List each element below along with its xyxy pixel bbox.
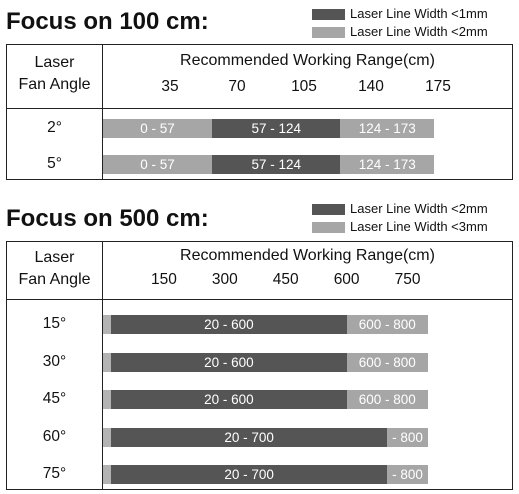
x-tick-label: 750 xyxy=(394,271,421,288)
header-divider xyxy=(7,299,512,300)
angle-header-line-1: Laser xyxy=(34,54,75,71)
x-tick-label: 35 xyxy=(161,78,179,95)
x-tick-label: 70 xyxy=(228,78,246,95)
x-tick-label: 600 xyxy=(333,271,360,288)
fan-angle-label: 2° xyxy=(47,119,62,136)
range-bar-segment: 600 - 800 xyxy=(346,315,428,334)
x-tick-label: 175 xyxy=(425,78,451,95)
range-bar-segment: 600 - 800 xyxy=(346,390,428,409)
legend-item: Laser Line Width <1mm xyxy=(312,5,488,23)
fan-angle-label: 5° xyxy=(47,155,62,172)
legend-item: Laser Line Width <2mm xyxy=(312,200,488,218)
legend-swatch-light xyxy=(312,26,345,38)
range-bar-segment xyxy=(103,390,112,409)
range-column-header: Recommended Working Range(cm) xyxy=(180,247,435,264)
range-bar-segment: 0 - 57 xyxy=(103,155,213,174)
range-bar-segment: 0 - 57 xyxy=(103,119,213,138)
chart-legend: Laser Line Width <2mm Laser Line Width <… xyxy=(312,200,488,236)
header-divider xyxy=(7,108,512,109)
x-tick-label: 150 xyxy=(150,271,177,288)
legend-swatch-light xyxy=(312,221,345,233)
range-table: Laser Fan Angle Recommended Working Rang… xyxy=(6,241,513,490)
fan-angle-label: 45° xyxy=(42,390,67,407)
range-bar-segment: 20 - 700 xyxy=(111,465,388,484)
x-tick-label: 300 xyxy=(211,271,238,288)
range-bar-segment xyxy=(103,465,112,484)
range-column-header: Recommended Working Range(cm) xyxy=(180,52,435,69)
column-divider xyxy=(102,45,103,179)
legend-swatch-dark xyxy=(312,8,345,20)
legend-label: Laser Line Width <1mm xyxy=(350,6,488,21)
chart-legend: Laser Line Width <1mm Laser Line Width <… xyxy=(312,5,488,41)
range-bar-segment: - 800 xyxy=(387,465,428,484)
angle-header-line-2: Fan Angle xyxy=(18,271,91,288)
range-bar-segment: 20 - 600 xyxy=(111,352,347,372)
chart-title: Focus on 500 cm: xyxy=(6,205,209,232)
range-bar-segment: 124 - 173 xyxy=(340,119,435,138)
legend-label: Laser Line Width <3mm xyxy=(350,219,488,234)
range-bar-segment: 20 - 700 xyxy=(111,427,388,447)
column-divider xyxy=(102,242,103,489)
range-bar-segment: 57 - 124 xyxy=(212,119,341,138)
chart-title: Focus on 100 cm: xyxy=(6,8,209,35)
range-bar-segment xyxy=(103,352,112,372)
fan-angle-label: 30° xyxy=(42,352,67,370)
fan-angle-label: 75° xyxy=(42,465,67,482)
angle-header-line-2: Fan Angle xyxy=(18,76,91,93)
range-bar-segment: 20 - 600 xyxy=(111,390,347,409)
x-tick-label: 105 xyxy=(291,78,317,95)
fan-angle-label: 15° xyxy=(42,315,67,332)
legend-label: Laser Line Width <2mm xyxy=(350,24,488,39)
legend-item: Laser Line Width <2mm xyxy=(312,23,488,41)
range-bar-segment: - 800 xyxy=(387,427,428,447)
chart-panel-1: Focus on 100 cm: Laser Line Width <1mm L… xyxy=(0,0,519,190)
range-bar-segment xyxy=(103,427,112,447)
legend-item: Laser Line Width <3mm xyxy=(312,218,488,236)
range-bar-segment: 57 - 124 xyxy=(212,155,341,174)
range-bar-segment: 124 - 173 xyxy=(340,155,435,174)
angle-column-header: Laser Fan Angle xyxy=(7,247,102,291)
range-bar-segment: 600 - 800 xyxy=(346,352,428,372)
angle-header-line-1: Laser xyxy=(34,249,75,266)
chart-panel-2: Focus on 500 cm: Laser Line Width <2mm L… xyxy=(0,195,519,494)
x-tick-label: 450 xyxy=(272,271,299,288)
fan-angle-label: 60° xyxy=(42,427,67,445)
range-bar-segment: 20 - 600 xyxy=(111,315,347,334)
range-table: Laser Fan Angle Recommended Working Rang… xyxy=(6,44,513,180)
legend-label: Laser Line Width <2mm xyxy=(350,201,488,216)
x-tick-label: 140 xyxy=(358,78,384,95)
angle-column-header: Laser Fan Angle xyxy=(7,52,102,96)
range-bar-segment xyxy=(103,315,112,334)
legend-swatch-dark xyxy=(312,203,345,215)
